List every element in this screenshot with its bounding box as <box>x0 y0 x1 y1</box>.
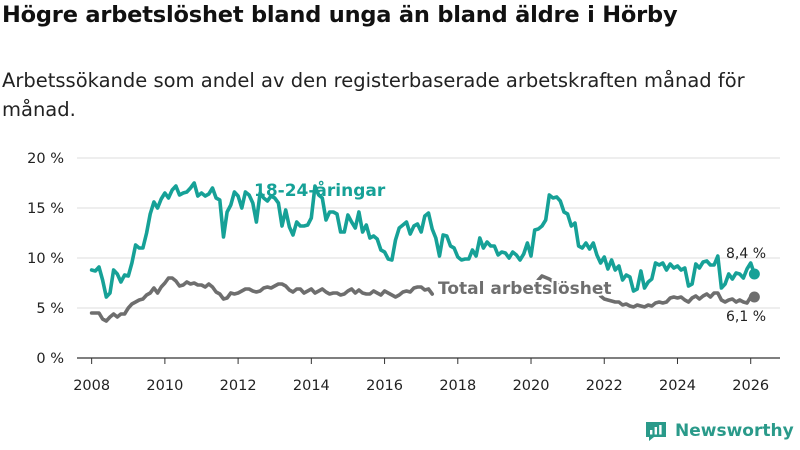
y-axis: 0 % 5 % 10 % 15 % 20 % <box>27 151 64 367</box>
series-line-youth <box>89 181 757 299</box>
series-label-total: Total arbetslöshet <box>438 279 612 299</box>
newsworthy-logo: Newsworthy <box>644 419 794 443</box>
x-tick-label: 2012 <box>220 378 257 394</box>
newsworthy-icon <box>646 422 666 441</box>
y-tick-label: 0 % <box>36 351 64 367</box>
y-tick-label: 20 % <box>27 151 64 167</box>
series-line-total-end-dot <box>748 291 760 303</box>
series-lines <box>89 181 760 323</box>
x-axis: 2008 2010 2012 2014 2016 2018 2020 2022 2024 2026 <box>73 358 769 394</box>
y-tick-label: 10 % <box>27 251 64 267</box>
series-line-total <box>536 274 570 291</box>
x-tick-label: 2016 <box>366 378 403 394</box>
x-tick-label: 2008 <box>73 378 110 394</box>
end-value-youth: 8,4 % <box>726 246 766 262</box>
x-tick-label: 2024 <box>659 378 696 394</box>
gridlines <box>77 157 780 359</box>
x-tick-label: 2010 <box>146 378 183 394</box>
series-line-total <box>89 276 434 323</box>
x-tick-label: 2026 <box>732 378 769 394</box>
end-value-total: 6,1 % <box>726 309 766 325</box>
brand-name: Newsworthy <box>675 421 794 441</box>
series-line-total <box>598 291 757 309</box>
y-tick-label: 5 % <box>36 301 64 317</box>
x-tick-label: 2018 <box>439 378 476 394</box>
series-line-youth-end-dot <box>748 268 760 280</box>
x-tick-label: 2014 <box>293 378 330 394</box>
x-tick-label: 2020 <box>513 378 550 394</box>
chart-title: Högre arbetslöshet bland unga än bland ä… <box>2 2 678 28</box>
y-tick-label: 15 % <box>27 201 64 217</box>
x-tick-label: 2022 <box>586 378 623 394</box>
chart-subtitle: Arbetssökande som andel av den registerb… <box>2 69 745 121</box>
series-label-youth: 18-24-åringar <box>254 179 386 201</box>
